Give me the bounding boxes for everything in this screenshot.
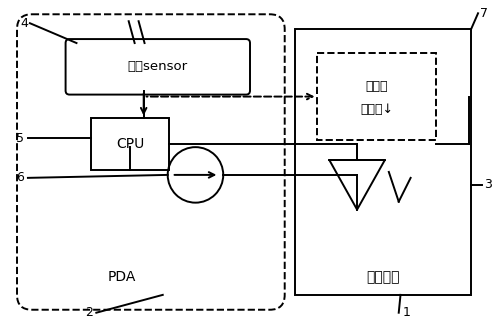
Text: 扫码模组: 扫码模组 (366, 270, 400, 284)
Text: 4: 4 (20, 17, 28, 30)
Text: 3: 3 (484, 178, 492, 191)
Bar (91, 118, 169, 170)
Bar (318, 53, 436, 140)
Text: CPU: CPU (116, 137, 144, 151)
Bar (295, 29, 471, 295)
Text: 2: 2 (86, 306, 93, 319)
Text: 感光sensor: 感光sensor (128, 60, 188, 73)
Text: 6: 6 (16, 171, 24, 185)
Text: PDA: PDA (108, 270, 136, 284)
Text: 馈模块↓: 馈模块↓ (360, 103, 393, 116)
Text: 5: 5 (16, 132, 24, 145)
Text: 1: 1 (403, 306, 411, 319)
Text: 信号反: 信号反 (366, 80, 388, 93)
Text: 7: 7 (480, 7, 488, 20)
